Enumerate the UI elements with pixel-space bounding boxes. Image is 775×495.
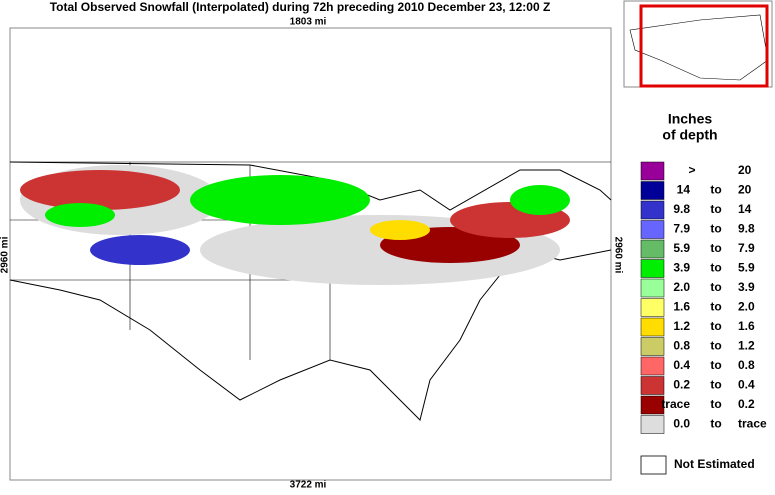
snow-area — [90, 235, 190, 265]
inset-frame — [623, 0, 773, 88]
legend-title: Inches — [668, 111, 713, 127]
legend-label: to — [710, 378, 721, 392]
legend-label: 14 — [677, 183, 691, 197]
inset-coast — [629, 14, 769, 81]
legend-swatch — [640, 181, 665, 200]
snow-area — [45, 203, 115, 227]
legend-label: to — [710, 339, 721, 353]
legend-swatch — [640, 298, 665, 317]
snow-area — [20, 170, 180, 210]
legend-label: 9.8 — [738, 222, 755, 236]
legend-label: 0.8 — [673, 339, 690, 353]
legend-swatch — [640, 239, 665, 259]
legend-label: trace — [738, 417, 767, 431]
legend-label: 7.9 — [673, 222, 690, 236]
coastline — [9, 161, 612, 421]
legend-label: 1.6 — [738, 319, 755, 333]
legend-swatch — [640, 220, 665, 239]
legend-label: 2.0 — [673, 280, 690, 294]
inset-map — [623, 0, 773, 88]
legend-label: to — [710, 417, 721, 431]
legend: >20 14 to 20 9.8 to 14 7.9 to 9.8 5.9 to 7.9 3.9 to 5.9… — [640, 161, 767, 475]
main-map — [9, 27, 612, 481]
left-distance: 2960 mi — [0, 236, 11, 273]
legend-label: to — [710, 397, 721, 411]
legend-label: 20 — [738, 183, 752, 197]
legend-label: trace — [661, 397, 690, 411]
legend-label: 20 — [738, 163, 752, 177]
legend-swatch — [640, 356, 665, 376]
legend-swatch — [640, 200, 665, 220]
legend-label: 3.9 — [738, 280, 755, 294]
legend-swatch — [640, 317, 665, 337]
legend-label: to — [710, 319, 721, 333]
legend-label: 2.0 — [738, 300, 755, 314]
legend-label: 3.9 — [673, 261, 690, 275]
legend-label: 1.2 — [738, 339, 755, 353]
snow-area — [510, 185, 570, 215]
inset-view — [639, 4, 769, 88]
legend-swatch — [640, 259, 665, 278]
bottom-distance: 3722 mi — [290, 480, 327, 490]
legend-label: > — [688, 163, 695, 177]
top-distance: 1803 mi — [290, 17, 327, 28]
title: Total Observed Snowfall (Interpolated) d… — [50, 0, 551, 14]
legend-label: 7.9 — [738, 241, 755, 255]
right-distance: 2960 mi — [612, 237, 623, 274]
legend-label: 0.8 — [738, 358, 755, 372]
legend-label: to — [710, 261, 721, 275]
legend-label: 9.8 — [673, 202, 690, 216]
legend-label: to — [710, 280, 721, 294]
legend-label: 0.4 — [673, 358, 690, 372]
legend-label: to — [710, 358, 721, 372]
legend-label: 1.2 — [673, 319, 690, 333]
legend-swatch — [640, 278, 665, 298]
legend-label: Not Estimated — [674, 457, 755, 471]
legend-label: 5.9 — [738, 261, 755, 275]
legend-swatch — [640, 161, 665, 181]
legend-label: 0.2 — [738, 397, 755, 411]
legend-swatch — [640, 376, 665, 395]
snow-area — [190, 175, 370, 225]
legend-label: to — [710, 241, 721, 255]
legend-label: 1.6 — [673, 300, 690, 314]
legend-label: 14 — [738, 202, 752, 216]
legend-label: to — [710, 222, 721, 236]
snow-area — [370, 220, 430, 240]
legend-label: to — [710, 202, 721, 216]
legend-label: 0.0 — [673, 417, 690, 431]
legend-label: 0.2 — [673, 378, 690, 392]
legend-label: 5.9 — [673, 241, 690, 255]
legend-label: 0.4 — [738, 378, 755, 392]
legend-title: of depth — [662, 127, 717, 143]
legend-label: to — [710, 183, 721, 197]
legend-swatch — [640, 337, 665, 356]
legend-swatch — [640, 455, 667, 475]
legend-swatch — [640, 415, 665, 434]
legend-swatch — [640, 395, 665, 415]
legend-label: to — [710, 300, 721, 314]
